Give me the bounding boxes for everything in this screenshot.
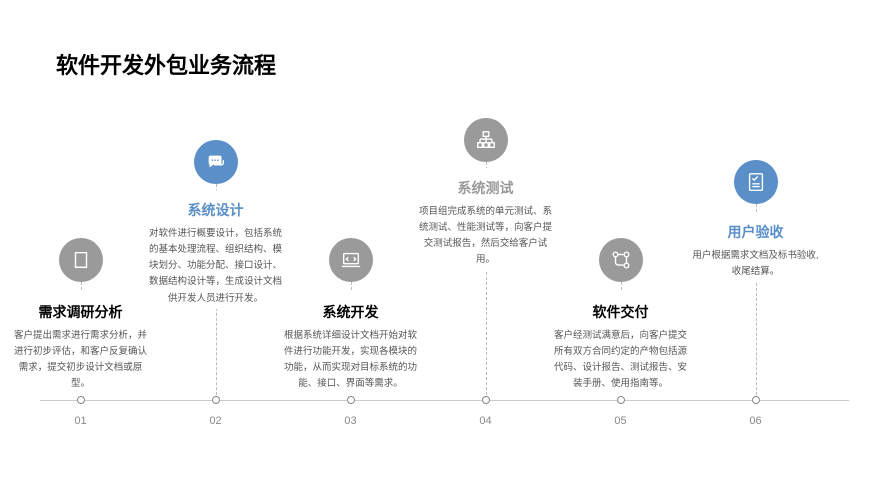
- step-title: 软件交付: [553, 302, 688, 322]
- step-number: 01: [74, 415, 86, 427]
- step-title: 需求调研分析: [13, 302, 148, 322]
- step-desc: 客户提出需求进行需求分析，并进行初步评估，和客户反复确认需求，提交初步设计文档或…: [13, 328, 148, 393]
- step-04: 系统测试项目组完成系统的单元测试、系统测试、性能测试等，向客户提交测试报告，然后…: [418, 0, 553, 480]
- step-title: 系统测试: [418, 178, 553, 198]
- step-desc: 客户经测试满意后，向客户提交所有双方合同约定的产物包括源代码、设计报告、测试报告…: [553, 328, 688, 393]
- step-desc: 对软件进行概要设计，包括系统的基本处理流程、组织结构、模块划分、功能分配、接口设…: [148, 226, 283, 307]
- building-icon: [59, 238, 103, 282]
- step-02: 系统设计对软件进行概要设计，包括系统的基本处理流程、组织结构、模块划分、功能分配…: [148, 0, 283, 480]
- laptop-icon: [329, 238, 373, 282]
- step-03: 系统开发根据系统详细设计文档开始对软件进行功能开发，实现各模块的功能，从而实现对…: [283, 0, 418, 480]
- chat-icon: [194, 140, 238, 184]
- step-number: 02: [209, 415, 221, 427]
- step-desc: 项目组完成系统的单元测试、系统测试、性能测试等，向客户提交测试报告，然后交给客户…: [418, 204, 553, 269]
- timeline-dot: [482, 396, 490, 404]
- checklist-icon: [734, 160, 778, 204]
- step-desc: 用户根据需求文档及标书验收,收尾结算。: [688, 248, 823, 280]
- step-title: 系统开发: [283, 302, 418, 322]
- step-title: 系统设计: [148, 200, 283, 220]
- step-number: 06: [749, 415, 761, 427]
- flow-icon: [599, 238, 643, 282]
- timeline-dot: [212, 396, 220, 404]
- timeline-dot: [347, 396, 355, 404]
- step-01: 需求调研分析客户提出需求进行需求分析，并进行初步评估，和客户反复确认需求，提交初…: [13, 0, 148, 480]
- step-desc: 根据系统详细设计文档开始对软件进行功能开发，实现各模块的功能，从而实现对目标系统…: [283, 328, 418, 393]
- timeline-dot: [617, 396, 625, 404]
- hierarchy-icon: [464, 118, 508, 162]
- step-06: 用户验收用户根据需求文档及标书验收,收尾结算。 06: [688, 0, 823, 480]
- step-05: 软件交付客户经测试满意后，向客户提交所有双方合同约定的产物包括源代码、设计报告、…: [553, 0, 688, 480]
- step-title: 用户验收: [688, 222, 823, 242]
- timeline-dot: [752, 396, 760, 404]
- timeline-dot: [77, 396, 85, 404]
- step-number: 05: [614, 415, 626, 427]
- step-number: 04: [479, 415, 491, 427]
- step-number: 03: [344, 415, 356, 427]
